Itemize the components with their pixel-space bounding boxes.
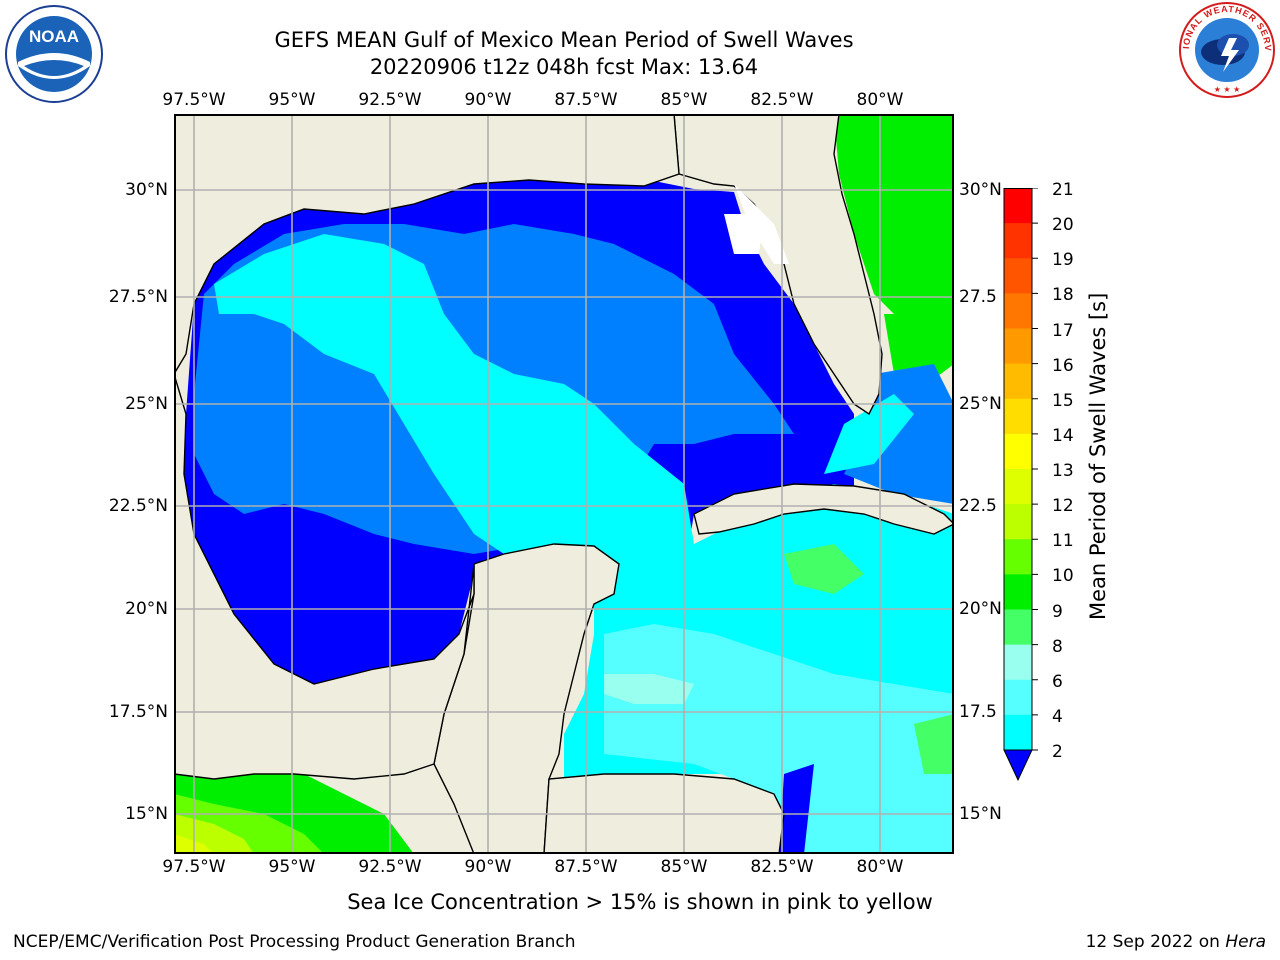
colorbar-tick-label: 20 [1052, 215, 1074, 236]
sea-ice-note: Sea Ice Concentration > 15% is shown in … [347, 890, 933, 914]
lon-label-bottom: 82.5°W [750, 857, 814, 877]
lon-label-bottom: 92.5°W [358, 857, 422, 877]
lon-label-top: 90°W [464, 90, 512, 110]
lat-label-left: 20°N [125, 599, 168, 619]
lat-label-right: 15°N [959, 804, 1002, 824]
colorbar-tick-label: 16 [1052, 355, 1074, 376]
colorbar-segment [1004, 398, 1032, 435]
colorbar-tick-label: 19 [1052, 250, 1074, 271]
lon-label-top: 82.5°W [750, 90, 814, 110]
colorbar-segment [1004, 363, 1032, 400]
map-frame [174, 114, 954, 854]
colorbar-segment [1004, 714, 1032, 751]
colorbar-tick-label: 12 [1052, 496, 1074, 517]
footer-date: 12 Sep 2022 on [1085, 932, 1226, 952]
lon-label-bottom: 97.5°W [162, 857, 226, 877]
map-subtitle: 20220906 t12z 048h fcst Max: 13.64 [369, 55, 759, 79]
lon-label-bottom: 80°W [856, 857, 904, 877]
colorbar-tick-label: 14 [1052, 425, 1074, 446]
colorbar-segment [1004, 574, 1032, 610]
lat-label-left: 22.5°N [108, 496, 168, 516]
colorbar-extension [1003, 749, 1033, 782]
lon-label-bottom: 85°W [660, 857, 708, 877]
svg-text:★ ★ ★: ★ ★ ★ [1214, 85, 1241, 94]
lon-label-top: 92.5°W [358, 90, 422, 110]
colorbar-segment [1004, 293, 1032, 329]
colorbar-tick-label: 6 [1052, 671, 1063, 692]
lat-label-right: 22.5 [959, 496, 997, 516]
lat-label-left: 27.5°N [108, 287, 168, 307]
lat-label-left: 25°N [125, 394, 168, 414]
nws-logo: NATIONAL WEATHER SERVICE ★ ★ ★ [1173, 0, 1277, 100]
colorbar-tick-label: 4 [1052, 706, 1063, 727]
lon-label-top: 97.5°W [162, 90, 226, 110]
gulf-swell-field-core [214, 234, 694, 564]
colorbar-segment [1004, 469, 1032, 505]
colorbar-tick-label: 11 [1052, 531, 1074, 552]
lon-label-top: 95°W [268, 90, 316, 110]
colorbar-tick-label: 13 [1052, 461, 1074, 481]
colorbar-ticks: 21 20 19 18 17 16 15 14 13 12 11 10 9 8 6 4 2 [1044, 180, 1104, 780]
colorbar-tick-label: 2 [1052, 742, 1063, 762]
cuba-land [693, 483, 954, 535]
colorbar-segment [1004, 539, 1032, 575]
us-gulf-coast-land [174, 114, 680, 376]
colorbar-svg [1003, 187, 1038, 782]
footer-left: NCEP/EMC/Verification Post Processing Pr… [13, 932, 576, 952]
colorbar-segment [1004, 644, 1032, 681]
colorbar-segment [1004, 609, 1032, 646]
caribbean-swell-field-8s [604, 624, 954, 854]
colorbar-segment [1004, 433, 1032, 470]
lon-label-bottom: 90°W [464, 857, 512, 877]
lon-label-bottom: 95°W [268, 857, 316, 877]
gridlines [174, 114, 954, 854]
caribbean-swell-field-9s [784, 544, 864, 594]
lon-label-top: 85°W [660, 90, 708, 110]
colorbar-segment [1004, 328, 1032, 365]
colorbar-tick-label: 10 [1052, 566, 1074, 587]
noaa-logo: NOAA [4, 4, 104, 104]
colorbar-tick-label: 8 [1052, 636, 1063, 657]
footer-right: 12 Sep 2022 on Hera [1086, 932, 1266, 952]
lat-label-right: 25°N [959, 394, 1002, 414]
colorbar-tick-label: 21 [1052, 180, 1074, 200]
lat-label-right: 27.5 [959, 287, 997, 307]
mexico-land [174, 373, 475, 780]
lat-label-right: 30°N [959, 180, 1002, 200]
lon-label-top: 80°W [856, 90, 904, 110]
map-panel [174, 114, 954, 854]
lat-label-left: 17.5°N [108, 702, 168, 722]
colorbar-tick-label: 9 [1052, 601, 1063, 622]
colorbar-label: Mean Period of Swell Waves [s] [1086, 292, 1110, 620]
colorbar-segment [1004, 223, 1032, 259]
lon-label-bottom: 87.5°W [554, 857, 618, 877]
colorbar-segment [1004, 504, 1032, 540]
lon-label-top: 87.5°W [554, 90, 618, 110]
colorbar-tick-label: 17 [1052, 320, 1074, 341]
noaa-logo-text: NOAA [29, 27, 79, 46]
footer-machine: Hera [1225, 932, 1266, 952]
map-title: GEFS MEAN Gulf of Mexico Mean Period of … [274, 28, 854, 52]
colorbar-segment [1004, 258, 1032, 294]
lat-label-right: 17.5 [959, 702, 997, 722]
atlantic-swell-field [834, 114, 954, 314]
map-svg [174, 114, 954, 854]
colorbar-tick-label: 15 [1052, 390, 1074, 411]
lat-label-right: 20°N [959, 599, 1002, 619]
lat-label-left: 30°N [125, 180, 168, 200]
colorbar-segment [1004, 679, 1032, 716]
lat-label-left: 15°N [125, 804, 168, 824]
colorbar-segment [1004, 188, 1032, 224]
colorbar [1000, 187, 1040, 788]
colorbar-tick-label: 18 [1052, 285, 1074, 306]
